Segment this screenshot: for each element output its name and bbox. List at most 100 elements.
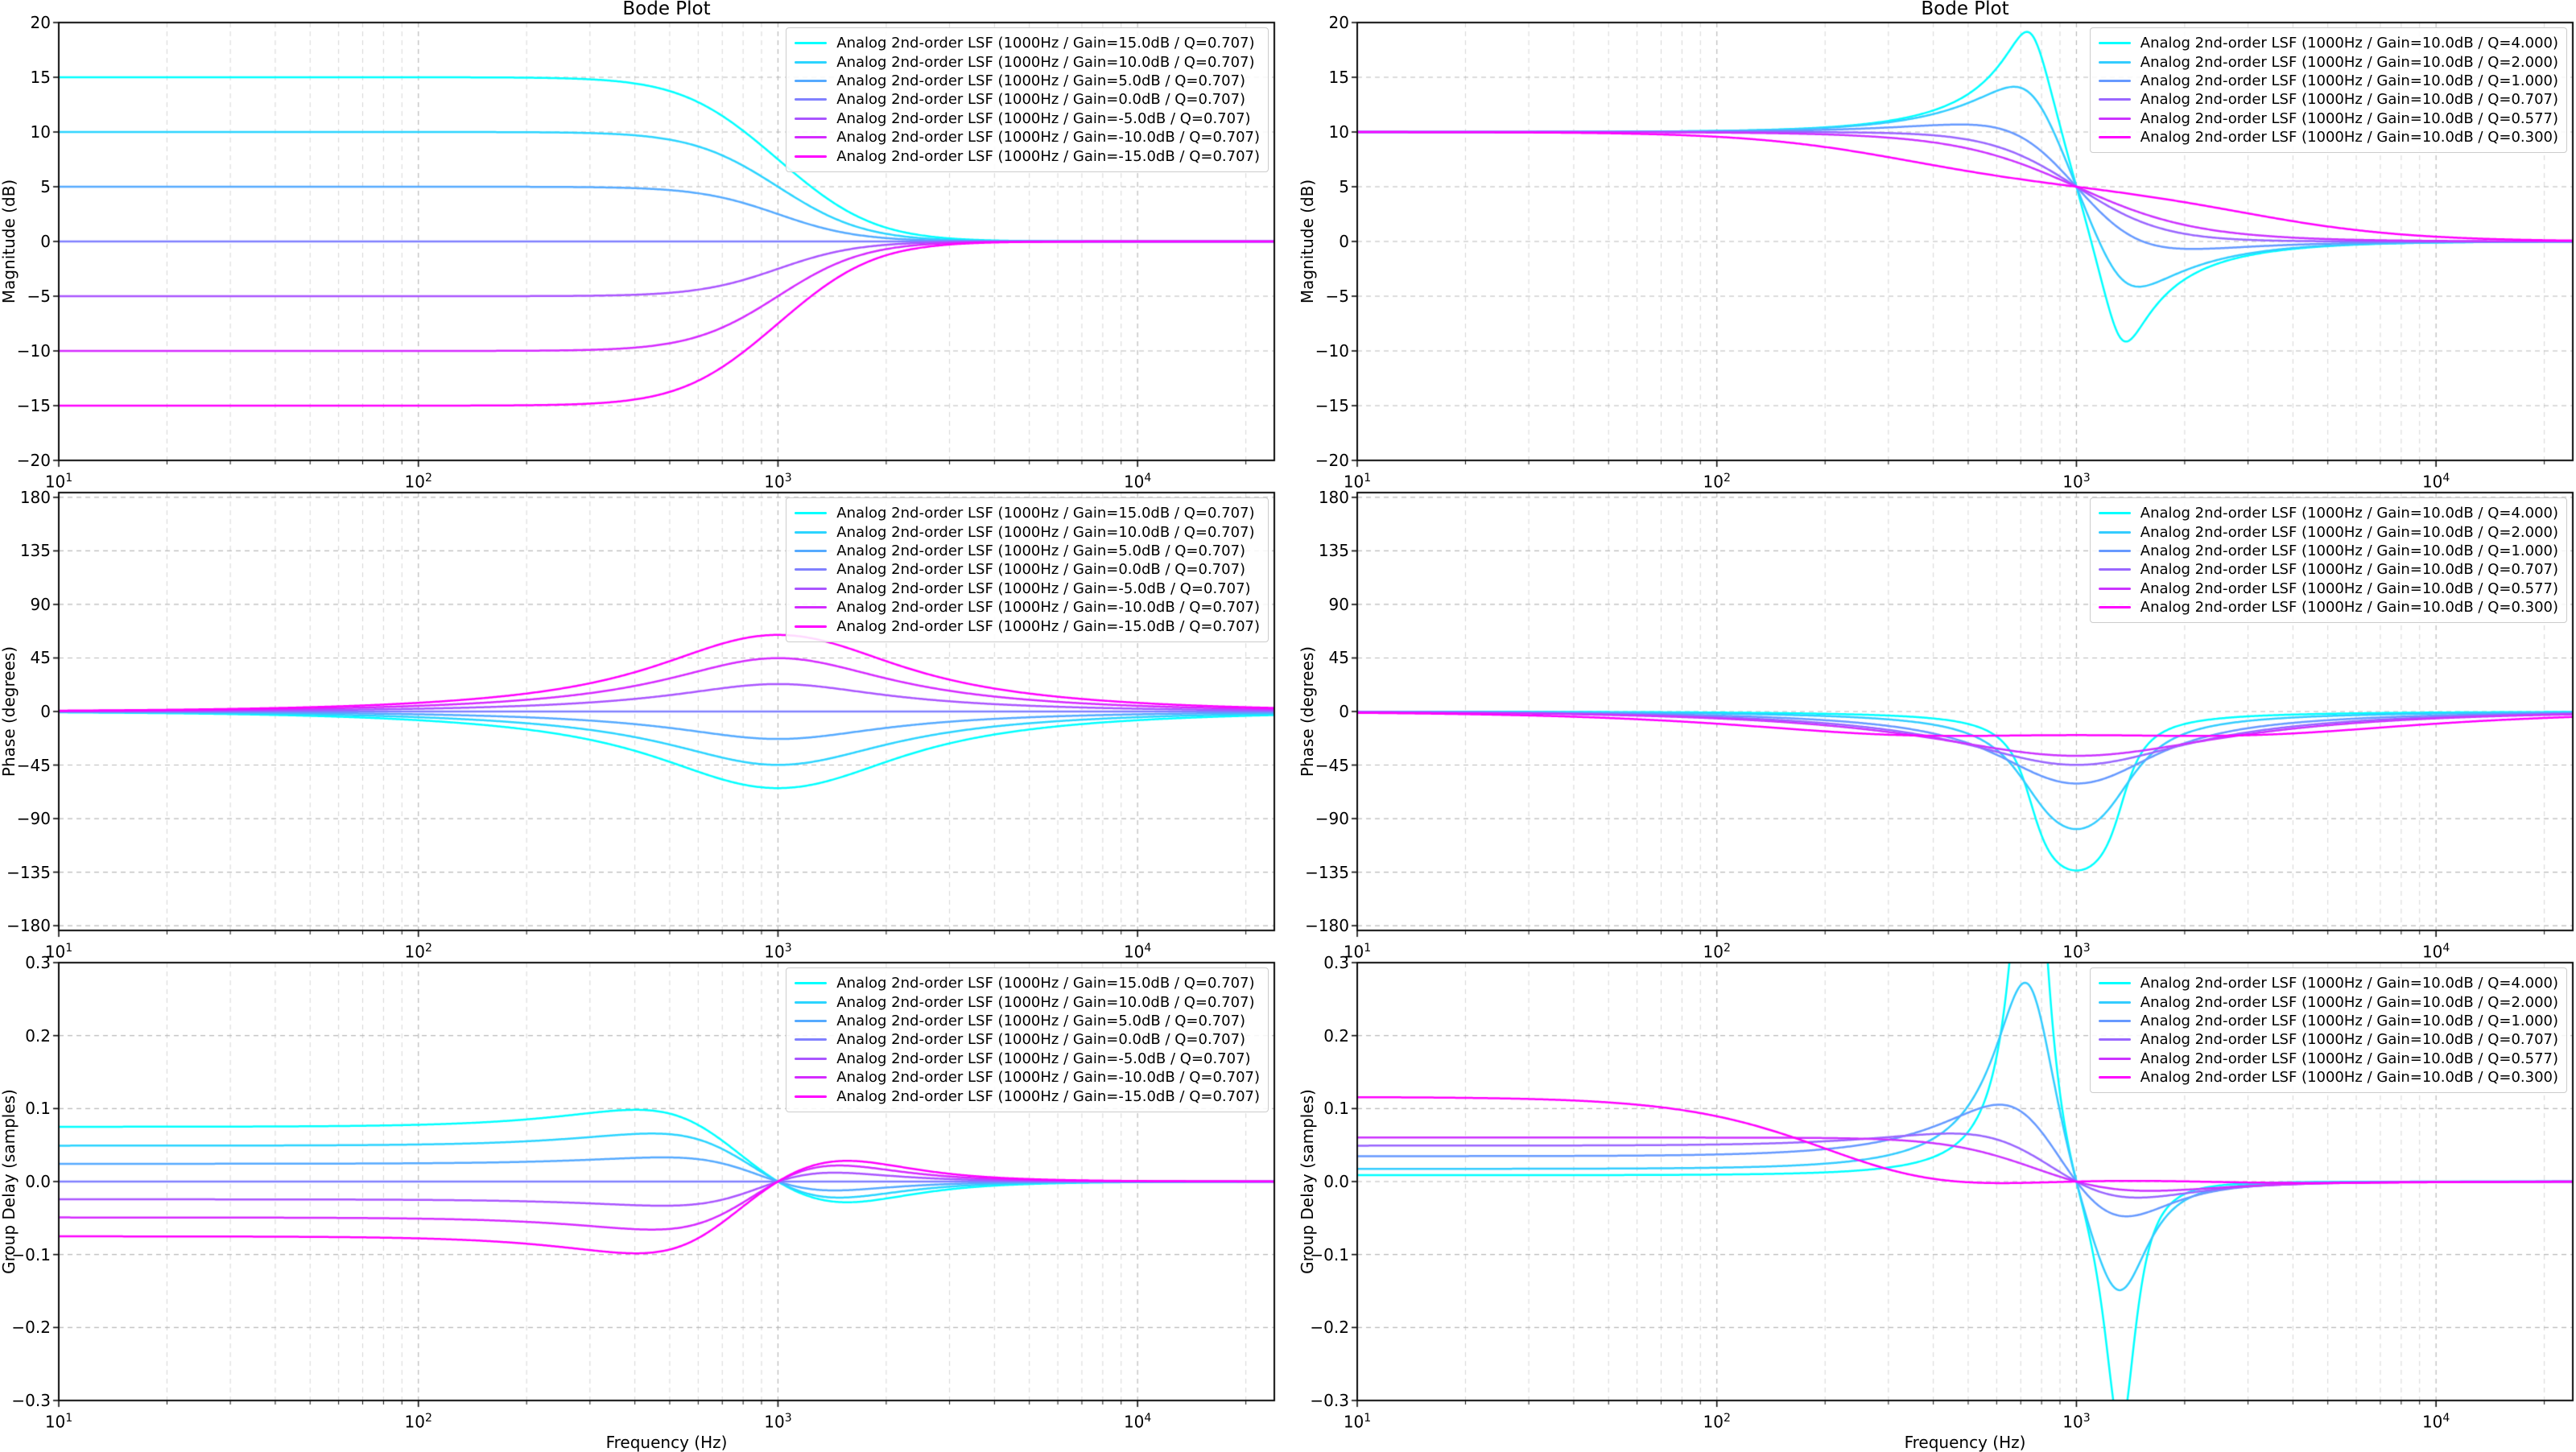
y-tick-label: 10 bbox=[30, 122, 51, 142]
y-tick-label: −15 bbox=[1315, 396, 1349, 415]
legend-entry: Analog 2nd-order LSF (1000Hz / Gain=10.0… bbox=[2098, 1012, 2558, 1030]
x-tick-label: 103 bbox=[2062, 1412, 2091, 1432]
legend-line-swatch bbox=[795, 568, 828, 571]
legend-entry: Analog 2nd-order LSF (1000Hz / Gain=5.0d… bbox=[795, 72, 1260, 90]
legend-label: Analog 2nd-order LSF (1000Hz / Gain=10.0… bbox=[2140, 561, 2558, 579]
y-tick-label: −135 bbox=[6, 862, 51, 882]
legend: Analog 2nd-order LSF (1000Hz / Gain=15.0… bbox=[786, 967, 1269, 1112]
legend-entry: Analog 2nd-order LSF (1000Hz / Gain=0.0d… bbox=[795, 90, 1260, 109]
y-tick-label: 5 bbox=[40, 177, 51, 196]
legend-label: Analog 2nd-order LSF (1000Hz / Gain=10.0… bbox=[2140, 523, 2558, 541]
legend-entry: Analog 2nd-order LSF (1000Hz / Gain=10.0… bbox=[795, 992, 1260, 1011]
y-tick-label: −10 bbox=[1315, 341, 1349, 361]
legend-label: Analog 2nd-order LSF (1000Hz / Gain=10.0… bbox=[2140, 35, 2558, 52]
legend-label: Analog 2nd-order LSF (1000Hz / Gain=10.0… bbox=[836, 523, 1255, 541]
legend-line-swatch bbox=[2098, 1019, 2131, 1022]
y-tick-label: 20 bbox=[30, 13, 51, 32]
legend-entry: Analog 2nd-order LSF (1000Hz / Gain=10.0… bbox=[2098, 992, 2558, 1011]
legend-line-swatch bbox=[2098, 136, 2131, 139]
y-tick-label: 90 bbox=[1328, 594, 1349, 614]
x-axis-label: Frequency (Hz) bbox=[1904, 1433, 2026, 1452]
subplot-groupdelay-left: Group Delay (samples) Frequency (Hz) Ana… bbox=[0, 951, 1286, 1452]
subplot-groupdelay-right: Group Delay (samples) Frequency (Hz) Ana… bbox=[1298, 951, 2576, 1452]
y-tick-label: −90 bbox=[1315, 809, 1349, 829]
legend-line-swatch bbox=[795, 1019, 828, 1022]
legend-label: Analog 2nd-order LSF (1000Hz / Gain=10.0… bbox=[2140, 1012, 2558, 1029]
legend-line-swatch bbox=[795, 1000, 828, 1004]
legend-entry: Analog 2nd-order LSF (1000Hz / Gain=15.0… bbox=[795, 974, 1260, 992]
legend-entry: Analog 2nd-order LSF (1000Hz / Gain=10.0… bbox=[2098, 1068, 2558, 1087]
legend-entry: Analog 2nd-order LSF (1000Hz / Gain=-10.… bbox=[795, 1068, 1260, 1087]
legend-label: Analog 2nd-order LSF (1000Hz / Gain=-10.… bbox=[836, 129, 1260, 146]
legend: Analog 2nd-order LSF (1000Hz / Gain=10.0… bbox=[2089, 497, 2567, 624]
legend-line-swatch bbox=[2098, 79, 2131, 82]
y-tick-label: −0.3 bbox=[11, 1391, 51, 1410]
legend: Analog 2nd-order LSF (1000Hz / Gain=15.0… bbox=[786, 27, 1269, 172]
y-tick-label: −180 bbox=[6, 916, 51, 936]
y-tick-label: −0.2 bbox=[1310, 1318, 1349, 1338]
legend-entry: Analog 2nd-order LSF (1000Hz / Gain=15.0… bbox=[795, 34, 1260, 52]
x-tick-label: 102 bbox=[1703, 1412, 1731, 1432]
legend-line-swatch bbox=[795, 587, 828, 590]
legend: Analog 2nd-order LSF (1000Hz / Gain=10.0… bbox=[2089, 27, 2567, 154]
y-tick-label: 0.0 bbox=[25, 1172, 51, 1191]
y-tick-label: −0.1 bbox=[1310, 1244, 1349, 1264]
y-tick-label: 135 bbox=[19, 541, 51, 561]
legend-line-swatch bbox=[2098, 568, 2131, 571]
legend-label: Analog 2nd-order LSF (1000Hz / Gain=15.0… bbox=[836, 505, 1255, 522]
y-tick-label: 135 bbox=[1318, 541, 1349, 561]
legend-line-swatch bbox=[795, 136, 828, 139]
legend-label: Analog 2nd-order LSF (1000Hz / Gain=-15.… bbox=[836, 1087, 1260, 1105]
legend-label: Analog 2nd-order LSF (1000Hz / Gain=-5.0… bbox=[836, 109, 1251, 127]
legend-label: Analog 2nd-order LSF (1000Hz / Gain=10.0… bbox=[2140, 129, 2558, 146]
legend-line-swatch bbox=[795, 117, 828, 120]
legend-entry: Analog 2nd-order LSF (1000Hz / Gain=10.0… bbox=[2098, 34, 2558, 52]
y-tick-label: 0.0 bbox=[1323, 1172, 1349, 1191]
y-tick-label: 0.1 bbox=[1323, 1099, 1349, 1119]
y-tick-label: −135 bbox=[1305, 862, 1349, 882]
y-tick-label: 45 bbox=[1328, 648, 1349, 668]
y-tick-label: −0.2 bbox=[11, 1318, 51, 1338]
legend-line-swatch bbox=[2098, 1076, 2131, 1079]
y-tick-label: −0.3 bbox=[1310, 1391, 1349, 1410]
legend-line-swatch bbox=[795, 1076, 828, 1079]
y-tick-label: 10 bbox=[1328, 122, 1349, 142]
legend-label: Analog 2nd-order LSF (1000Hz / Gain=10.0… bbox=[2140, 1031, 2558, 1049]
y-tick-label: −20 bbox=[1315, 451, 1349, 470]
y-tick-label: 15 bbox=[1328, 68, 1349, 87]
x-tick-label: 104 bbox=[2421, 1412, 2450, 1432]
y-tick-label: −5 bbox=[27, 287, 51, 306]
legend-line-swatch bbox=[795, 1095, 828, 1098]
legend-label: Analog 2nd-order LSF (1000Hz / Gain=10.0… bbox=[2140, 109, 2558, 127]
legend-entry: Analog 2nd-order LSF (1000Hz / Gain=-5.0… bbox=[795, 109, 1260, 128]
y-tick-label: 0.1 bbox=[25, 1099, 51, 1119]
y-tick-label: −5 bbox=[1325, 287, 1349, 306]
y-tick-label: 180 bbox=[1318, 487, 1349, 507]
legend-label: Analog 2nd-order LSF (1000Hz / Gain=-5.0… bbox=[836, 1050, 1251, 1067]
y-tick-label: 20 bbox=[1328, 13, 1349, 32]
x-tick-label: 101 bbox=[1343, 1412, 1372, 1432]
y-tick-label: −0.1 bbox=[11, 1244, 51, 1264]
y-tick-label: 5 bbox=[1339, 177, 1349, 196]
legend-label: Analog 2nd-order LSF (1000Hz / Gain=0.0d… bbox=[836, 561, 1246, 579]
legend-entry: Analog 2nd-order LSF (1000Hz / Gain=10.0… bbox=[795, 522, 1260, 541]
legend-line-swatch bbox=[2098, 42, 2131, 45]
legend-label: Analog 2nd-order LSF (1000Hz / Gain=10.0… bbox=[2140, 505, 2558, 522]
subplot-magnitude-left: Bode Plot Magnitude (dB) Analog 2nd-orde… bbox=[0, 0, 1286, 492]
legend-label: Analog 2nd-order LSF (1000Hz / Gain=5.0d… bbox=[836, 72, 1246, 89]
legend-label: Analog 2nd-order LSF (1000Hz / Gain=15.0… bbox=[836, 35, 1255, 52]
legend-label: Analog 2nd-order LSF (1000Hz / Gain=10.0… bbox=[836, 993, 1255, 1011]
legend-label: Analog 2nd-order LSF (1000Hz / Gain=10.0… bbox=[2140, 1069, 2558, 1087]
legend-line-swatch bbox=[795, 98, 828, 101]
legend-label: Analog 2nd-order LSF (1000Hz / Gain=5.0d… bbox=[836, 1012, 1246, 1029]
legend-line-swatch bbox=[795, 1057, 828, 1060]
legend-entry: Analog 2nd-order LSF (1000Hz / Gain=-10.… bbox=[795, 128, 1260, 146]
legend-entry: Analog 2nd-order LSF (1000Hz / Gain=10.0… bbox=[795, 52, 1260, 71]
y-tick-label: −15 bbox=[16, 396, 51, 415]
legend-entry: Analog 2nd-order LSF (1000Hz / Gain=5.0d… bbox=[795, 1012, 1260, 1030]
x-axis-label: Frequency (Hz) bbox=[605, 1433, 728, 1452]
y-tick-label: 180 bbox=[19, 487, 51, 507]
legend-label: Analog 2nd-order LSF (1000Hz / Gain=5.0d… bbox=[836, 542, 1246, 559]
legend-entry: Analog 2nd-order LSF (1000Hz / Gain=10.0… bbox=[2098, 90, 2558, 109]
